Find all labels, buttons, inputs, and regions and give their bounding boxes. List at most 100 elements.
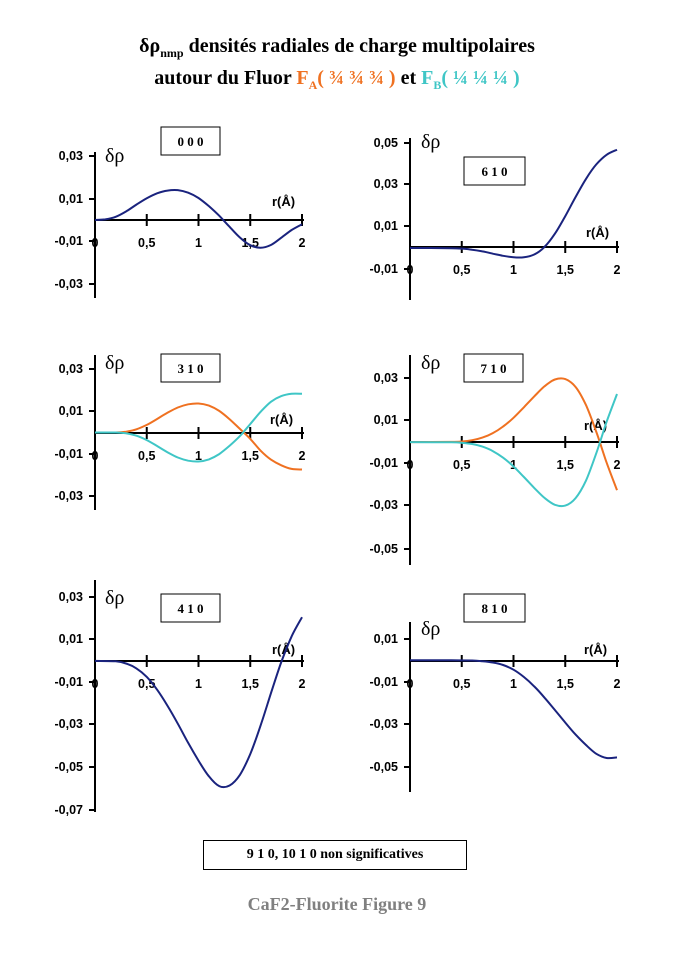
title-line-1: δρnmp densités radiales de charge multip… (0, 34, 674, 66)
multipole-label: 3 1 0 (178, 361, 204, 376)
y-tick-label: -0,03 (55, 277, 84, 291)
series-line (409, 377, 618, 491)
y-tick-label: -0,03 (55, 489, 84, 503)
chart-panel: -0,01 0,01 0,03 0,05 0 0,5 1 1,5 2 δρ r(Å) 6 1 0 (370, 131, 621, 300)
y-axis-label: δρ (105, 587, 124, 609)
x-tick-label: 2 (299, 236, 306, 250)
title-fb-letter: F (421, 67, 434, 89)
x-axis-label: r(Å) (272, 194, 295, 209)
x-tick-label: 1 (195, 449, 202, 463)
title-fa-letter: F (296, 67, 309, 89)
x-tick-label: 2 (614, 458, 621, 472)
x-tick-label: 0,5 (453, 458, 470, 472)
series-line (94, 188, 303, 249)
x-tick-label: 0 (92, 236, 99, 250)
y-tick-label: 0,03 (59, 362, 83, 376)
y-tick-label: -0,03 (55, 717, 84, 731)
y-tick-label: -0,05 (55, 760, 84, 774)
x-tick-label: 0 (407, 458, 414, 472)
title-symbol: δρ (139, 35, 161, 57)
series-line (94, 616, 303, 789)
x-tick-label: 1 (510, 677, 517, 691)
multipole-label: 0 0 0 (178, 134, 204, 149)
title-symbol-subscript: nmp (160, 46, 184, 60)
x-tick-label: 2 (614, 677, 621, 691)
x-tick-label: 0,5 (138, 449, 155, 463)
y-tick-label: -0,01 (370, 262, 399, 276)
y-axis-label: δρ (105, 145, 124, 167)
y-tick-label: -0,01 (370, 456, 399, 470)
title-line-2: autour du Fluor FA( ¾ ¾ ¾ ) et FB( ¼ ¼ ¼… (0, 66, 674, 98)
x-tick-label: 1 (510, 263, 517, 277)
x-axis-label: r(Å) (272, 642, 295, 657)
chart-panel: -0,05 -0,03 -0,01 0,01 0 0,5 1 1,5 2 δρ r(Å) 8 1 0 (370, 593, 621, 792)
x-tick-label: 0 (92, 677, 99, 691)
x-tick-label: 1 (195, 677, 202, 691)
x-tick-label: 2 (299, 449, 306, 463)
x-tick-label: 1,5 (242, 677, 259, 691)
figure-caption: CaF2-Fluorite Figure 9 (247, 894, 427, 914)
y-tick-label: 0,03 (374, 177, 398, 191)
series-line (94, 392, 303, 463)
title-fb: FB( ¼ ¼ ¼ ) (421, 67, 520, 92)
y-tick-label: -0,05 (370, 542, 399, 556)
y-tick-label: 0,01 (59, 404, 83, 418)
y-tick-label: -0,01 (55, 234, 84, 248)
multipole-label: 4 1 0 (178, 601, 204, 616)
title-line-2-text: autour du Fluor (154, 67, 297, 89)
y-tick-label: 0,05 (374, 136, 398, 150)
multipole-label: 8 1 0 (482, 601, 508, 616)
x-tick-label: 1,5 (242, 449, 259, 463)
y-tick-label: -0,01 (55, 675, 84, 689)
multipole-box (463, 156, 526, 186)
y-tick-label: 0,03 (59, 590, 83, 604)
x-tick-label: 1,5 (557, 263, 574, 277)
title-fb-subscript: B (433, 78, 442, 92)
x-axis-label: r(Å) (270, 412, 293, 427)
x-tick-label: 1 (510, 458, 517, 472)
y-axis-label: δρ (421, 352, 440, 374)
title-fa: FA( ¾ ¾ ¾ ) (296, 67, 396, 92)
figure-title: δρnmp densités radiales de charge multip… (0, 34, 674, 98)
title-line-1-text: densités radiales de charge multipolaire… (183, 35, 535, 57)
x-tick-label: 1,5 (557, 458, 574, 472)
y-axis-label: δρ (421, 618, 440, 640)
title-fa-subscript: A (308, 78, 318, 92)
x-tick-label: 0,5 (453, 263, 470, 277)
x-tick-label: 0 (407, 263, 414, 277)
title-and: et (395, 67, 422, 89)
note-box: 9 1 0, 10 1 0 non significatives (203, 840, 467, 870)
multipole-box (160, 593, 221, 623)
x-tick-label: 1,5 (557, 677, 574, 691)
title-fb-position: ( ¼ ¼ ¼ ) (441, 67, 520, 89)
chart-panel: -0,07-0,05-0,03-0,010,010,030 0,5 1 1,5 2δρr… (55, 580, 306, 817)
y-tick-label: -0,03 (370, 498, 399, 512)
x-tick-label: 2 (299, 677, 306, 691)
multipole-box (463, 353, 524, 383)
x-axis-label: r(Å) (584, 642, 607, 657)
y-tick-label: -0,07 (55, 803, 84, 817)
multipole-box (160, 126, 221, 156)
x-tick-label: 0,5 (138, 236, 155, 250)
y-axis-label: δρ (105, 352, 124, 374)
y-tick-label: 0,01 (374, 413, 398, 427)
y-tick-label: 0,01 (59, 632, 83, 646)
multipole-label: 7 1 0 (481, 361, 507, 376)
y-tick-label: -0,05 (370, 760, 399, 774)
title-fa-position: ( ¾ ¾ ¾ ) (317, 67, 396, 89)
chart-panel: -0,03 -0,01 0,01 0,03 0 0,5 1 1,5 2 δρ r(Å) 3 1 0 (55, 352, 306, 510)
y-tick-label: 0,03 (59, 149, 83, 163)
x-tick-label: 2 (614, 263, 621, 277)
y-tick-label: 0,01 (374, 219, 398, 233)
y-tick-label: -0,03 (370, 717, 399, 731)
multipole-box (160, 353, 221, 383)
y-tick-label: 0,01 (374, 632, 398, 646)
chart-panel: -0,05 -0,03 -0,01 0,01 0,03 0 0,5 1 1,5 2 δρ r(Å) 7 … (370, 352, 621, 565)
series-line (409, 393, 618, 508)
y-tick-label: 0,01 (59, 192, 83, 206)
x-tick-label: 0 (92, 449, 99, 463)
multipole-box (463, 593, 526, 623)
x-tick-label: 0,5 (453, 677, 470, 691)
